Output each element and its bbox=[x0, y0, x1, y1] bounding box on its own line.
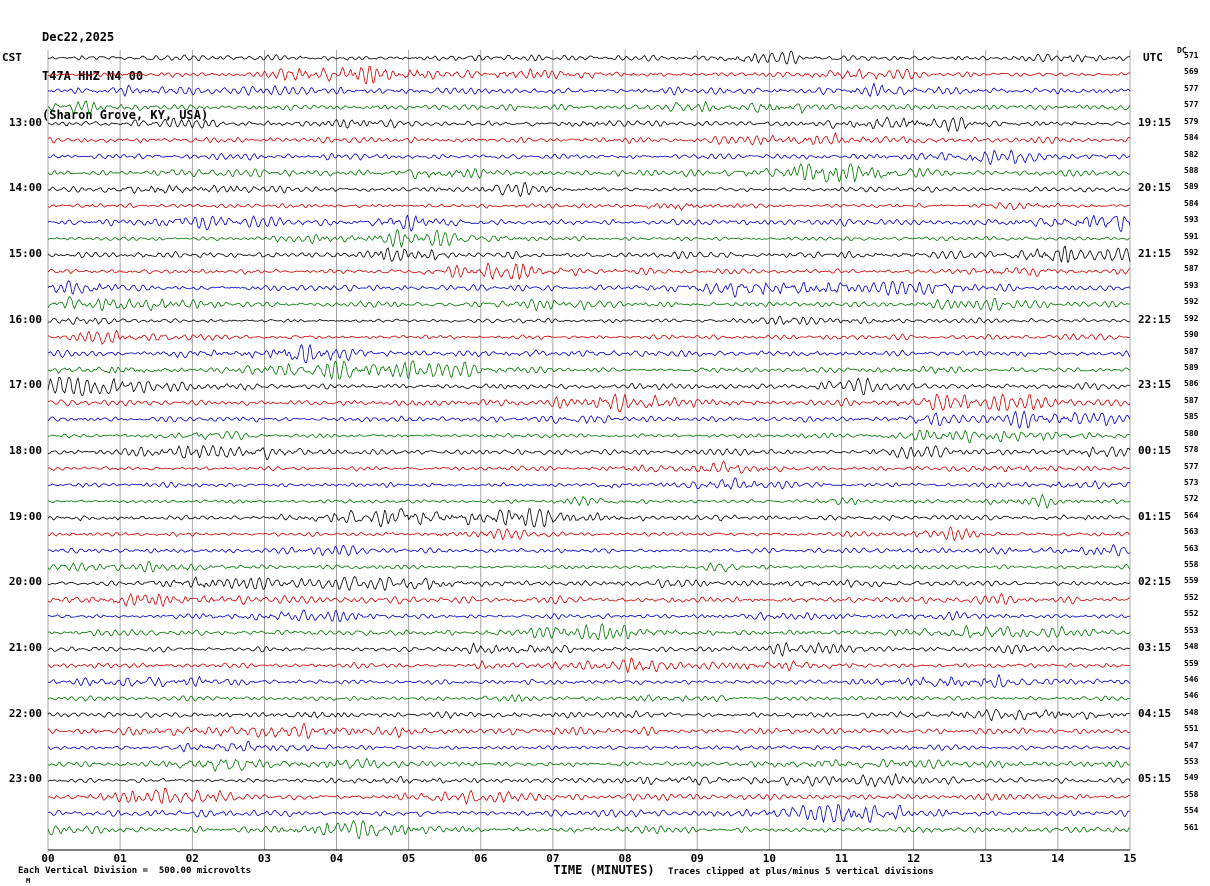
seismogram-trace-row-37 bbox=[47, 657, 1130, 674]
scale-note: Each Vertical Division = 500.00 microvol… bbox=[18, 866, 251, 876]
right-axis-label: UTC bbox=[1143, 51, 1163, 64]
seismogram-trace-row-10 bbox=[47, 214, 1131, 232]
seismogram-trace-row-35 bbox=[47, 623, 1131, 640]
seismogram-trace-row-17 bbox=[48, 330, 1131, 345]
seismogram-trace-row-39 bbox=[47, 694, 1131, 703]
seismogram-trace-row-36 bbox=[47, 642, 1131, 657]
seismogram-trace-row-2 bbox=[47, 82, 1131, 97]
seismogram-trace-row-32 bbox=[47, 576, 1131, 591]
seismogram-trace-row-26 bbox=[48, 477, 1131, 490]
seismogram-trace-row-45 bbox=[47, 787, 1131, 805]
seismogram-trace-row-15 bbox=[47, 296, 1131, 312]
seismogram-trace-row-12 bbox=[47, 245, 1131, 263]
seismogram-trace-row-43 bbox=[47, 758, 1131, 772]
seismogram-trace-row-14 bbox=[47, 280, 1131, 298]
seismogram-trace-row-20 bbox=[47, 376, 1131, 396]
seismogram-trace-row-34 bbox=[47, 609, 1131, 623]
corner-mark: M bbox=[26, 877, 31, 885]
header-location: (Sharon Grove, KY, USA) bbox=[42, 108, 209, 122]
header-date: Dec22,2025 bbox=[42, 30, 115, 44]
seismogram-trace-row-13 bbox=[47, 262, 1131, 280]
seismogram-trace-row-27 bbox=[47, 493, 1131, 509]
clip-note: Traces clipped at plus/minus 5 vertical … bbox=[668, 867, 934, 877]
seismogram-trace-row-6 bbox=[47, 149, 1131, 165]
seismogram-trace-row-38 bbox=[47, 674, 1131, 688]
seismogram-trace-row-25 bbox=[47, 460, 1131, 474]
seismogram-trace-row-44 bbox=[47, 773, 1131, 788]
seismogram-trace-row-33 bbox=[47, 593, 1131, 607]
left-axis-label: CST bbox=[2, 51, 22, 64]
seismogram-trace-row-19 bbox=[47, 360, 1131, 380]
seismogram-trace-row-1 bbox=[47, 66, 1131, 84]
header: Dec22,2025 T47A HHZ N4 00 (Sharon Grove,… bbox=[42, 5, 208, 135]
seismogram-trace-row-31 bbox=[47, 561, 1131, 573]
seismogram-trace-row-30 bbox=[47, 544, 1131, 557]
dc-column-label: DC bbox=[1177, 46, 1187, 55]
seismogram-trace-row-9 bbox=[47, 202, 1131, 211]
seismogram-trace-row-21 bbox=[47, 393, 1131, 413]
header-station: T47A HHZ N4 00 bbox=[42, 69, 144, 83]
seismogram-trace-row-23 bbox=[47, 429, 1131, 444]
seismogram-trace-row-11 bbox=[47, 229, 1131, 248]
seismogram-trace-row-24 bbox=[47, 445, 1131, 461]
seismogram-trace-row-7 bbox=[47, 163, 1131, 183]
seismogram-trace-row-22 bbox=[47, 410, 1131, 429]
seismogram-trace-row-0 bbox=[48, 50, 1131, 65]
seismogram-trace-row-40 bbox=[47, 709, 1131, 721]
seismogram-trace-row-42 bbox=[47, 741, 1131, 753]
seismogram-trace-row-28 bbox=[47, 508, 1131, 528]
seismogram-trace-row-8 bbox=[47, 181, 1131, 197]
seismogram-trace-row-29 bbox=[47, 526, 1131, 541]
seismogram-trace-row-4 bbox=[47, 116, 1131, 132]
seismogram-trace-row-47 bbox=[47, 820, 1131, 840]
x-axis-title: TIME (MINUTES) bbox=[553, 863, 655, 877]
seismogram-trace-row-3 bbox=[47, 100, 1131, 116]
seismogram-trace-row-46 bbox=[47, 803, 1131, 823]
seismogram-trace-row-5 bbox=[47, 132, 1131, 146]
seismogram-trace-row-18 bbox=[47, 344, 1131, 364]
seismogram-trace-row-16 bbox=[47, 315, 1131, 326]
seismogram-trace-row-41 bbox=[47, 722, 1131, 739]
